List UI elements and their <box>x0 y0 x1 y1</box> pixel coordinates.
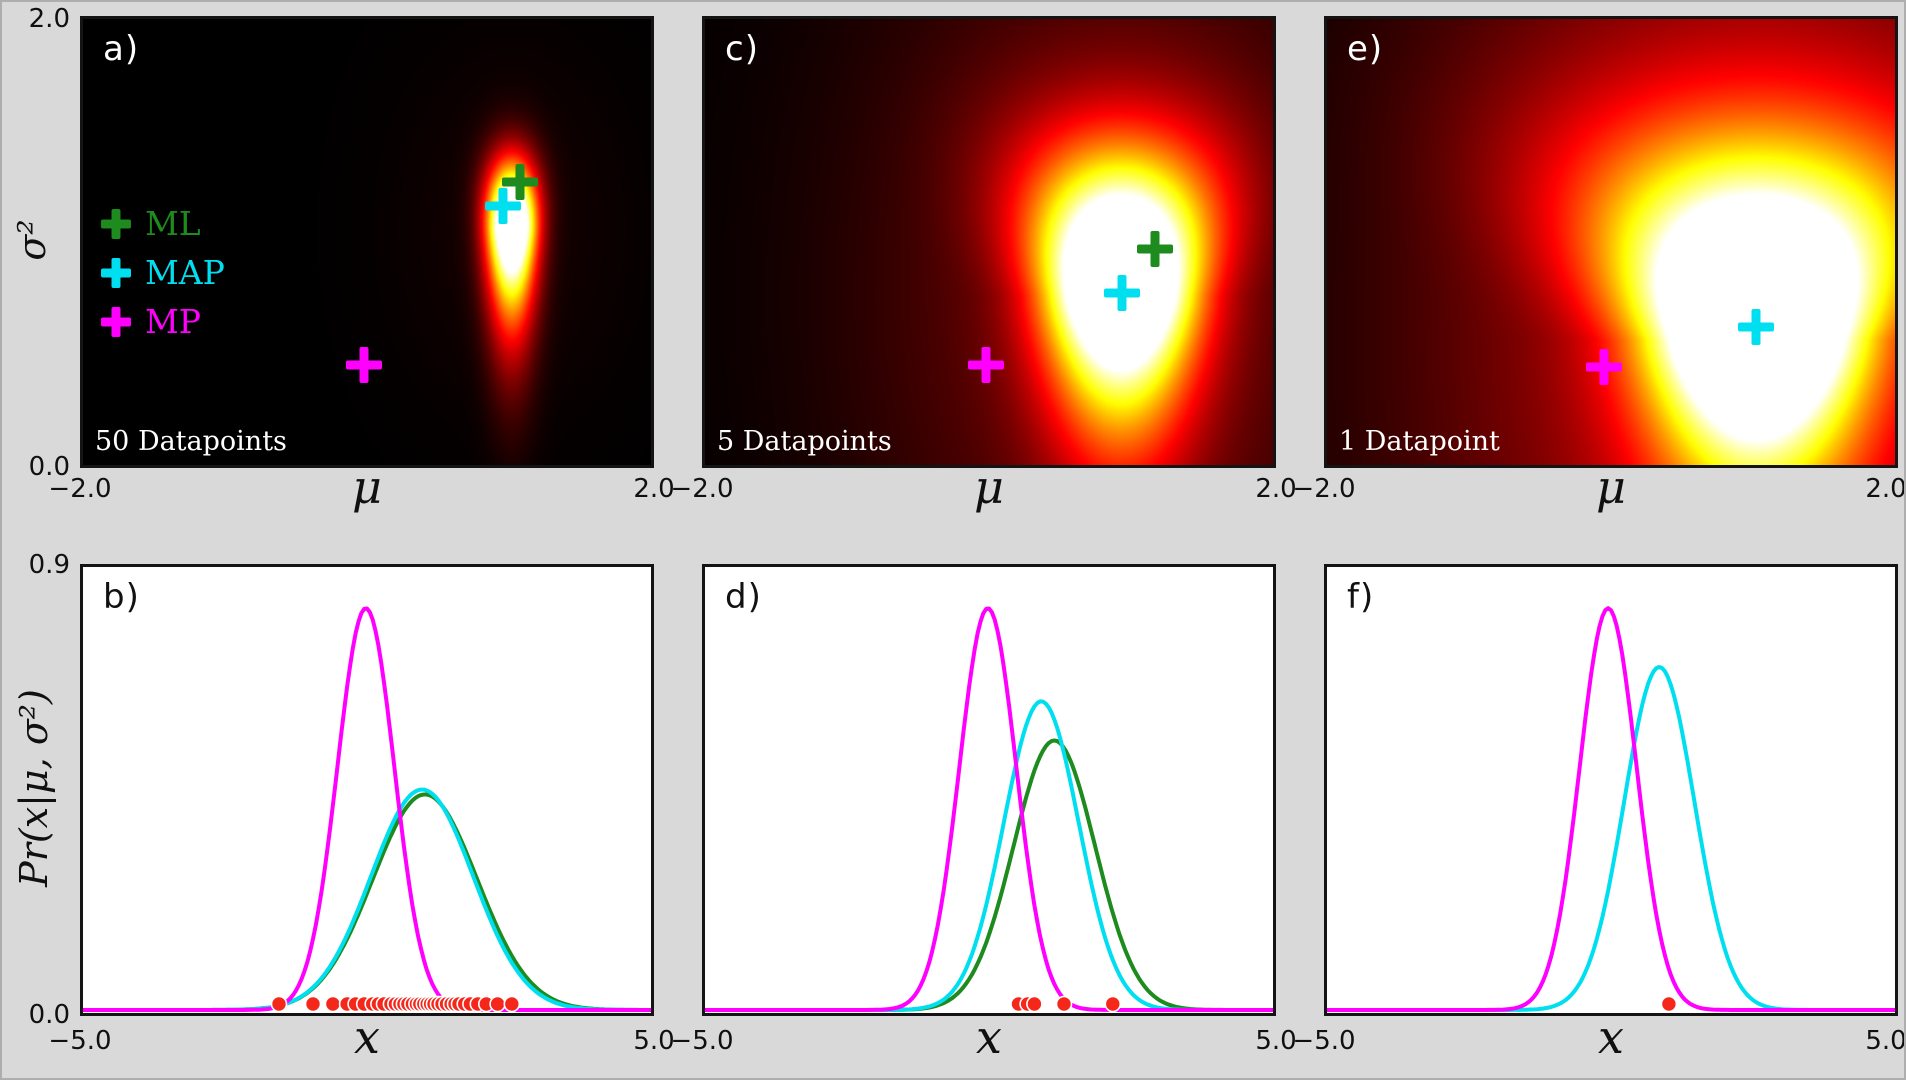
x-axis-label-mu-c: μ <box>974 460 1004 514</box>
legend-item-mp: MP <box>101 305 225 338</box>
x-tick-b-min: −5.0 <box>48 1026 112 1056</box>
posterior-heatmap-canvas-e <box>1327 19 1895 465</box>
datapoint-count-label-a: 50 Datapoints <box>95 426 287 457</box>
x-tick-a-min: −2.0 <box>48 474 112 504</box>
datapoint <box>1055 995 1073 1013</box>
pdf-plot-svg-b <box>83 606 651 1013</box>
datapoint <box>503 995 521 1013</box>
x-axis-label-x-d: x <box>976 1010 1002 1064</box>
panel-letter-f: f) <box>1347 577 1375 617</box>
x-tick-e-min: −2.0 <box>1292 474 1356 504</box>
mp-curve <box>83 606 651 1012</box>
map-cross-icon <box>101 258 131 288</box>
datapoint <box>270 995 288 1013</box>
x-tick-b-max: 5.0 <box>633 1026 675 1056</box>
x-tick-c-min: −2.0 <box>670 474 734 504</box>
x-axis-label-x-f: x <box>1598 1010 1624 1064</box>
datapoint-count-label-c: 5 Datapoints <box>717 426 892 457</box>
panel-a-posterior-heatmap: a) ML MAP MP 50 Datapoints <box>80 16 654 468</box>
map-curve <box>705 699 1273 1012</box>
legend-item-ml: ML <box>101 207 225 240</box>
x-axis-label-mu-e: μ <box>1596 460 1626 514</box>
panel-letter-a: a) <box>103 29 140 69</box>
map-cross-marker <box>1738 309 1774 345</box>
posterior-heatmap-canvas-a <box>83 19 651 465</box>
panel-letter-b: b) <box>103 577 140 617</box>
posterior-heatmap-canvas-c <box>705 19 1273 465</box>
datapoint <box>1104 995 1122 1013</box>
datapoint <box>304 995 322 1013</box>
mp-curve <box>1327 606 1895 1012</box>
legend-label-ml: ML <box>145 204 201 243</box>
panel-letter-e: e) <box>1347 29 1384 69</box>
mp-curve <box>705 606 1273 1012</box>
x-axis-label-mu-a: μ <box>352 460 382 514</box>
datapoint <box>1660 995 1678 1013</box>
x-tick-e-max: 2.0 <box>1865 474 1906 504</box>
ml-curve <box>83 792 651 1012</box>
ml-cross-marker <box>1137 231 1173 267</box>
x-axis-label-x-b: x <box>354 1010 380 1064</box>
pdf-plot-svg-d <box>705 606 1273 1013</box>
legend-label-map: MAP <box>145 253 225 292</box>
y-tick-top-min: 0.0 <box>28 452 70 482</box>
ml-cross-icon <box>101 209 131 239</box>
panel-d-pdf-plot: d) <box>702 564 1276 1016</box>
x-tick-d-max: 5.0 <box>1255 1026 1297 1056</box>
datapoint-count-label-e: 1 Datapoint <box>1339 426 1500 457</box>
mp-cross-icon <box>101 307 131 337</box>
x-tick-a-max: 2.0 <box>633 474 675 504</box>
legend-item-map: MAP <box>101 256 225 289</box>
x-tick-c-max: 2.0 <box>1255 474 1297 504</box>
legend: ML MAP MP <box>101 207 225 338</box>
panel-f-pdf-plot: f) <box>1324 564 1898 1016</box>
y-tick-top-max: 2.0 <box>28 4 70 34</box>
x-tick-d-min: −5.0 <box>670 1026 734 1056</box>
y-tick-bottom-max: 0.9 <box>28 550 70 580</box>
mp-cross-marker <box>1586 349 1622 385</box>
panel-b-pdf-plot: b) <box>80 564 654 1016</box>
datapoint <box>489 995 506 1013</box>
map-curve <box>83 787 651 1012</box>
panel-letter-c: c) <box>725 29 759 69</box>
y-axis-label-sigma2: σ² <box>10 219 54 261</box>
map-cross-marker <box>485 188 521 224</box>
map-cross-marker <box>1104 275 1140 311</box>
pdf-plot-svg-f <box>1327 606 1895 1013</box>
y-tick-bottom-min: 0.0 <box>28 1000 70 1030</box>
panel-e-posterior-heatmap: e) 1 Datapoint <box>1324 16 1898 468</box>
x-tick-f-max: 5.0 <box>1865 1026 1906 1056</box>
panel-letter-d: d) <box>725 577 762 617</box>
mp-cross-marker <box>346 347 382 383</box>
datapoint <box>1026 995 1043 1013</box>
ml-curve <box>705 738 1273 1012</box>
legend-label-mp: MP <box>145 302 201 341</box>
panel-c-posterior-heatmap: c) 5 Datapoints <box>702 16 1276 468</box>
y-axis-label-pr: Pr(x|μ, σ²) <box>12 689 56 887</box>
map-curve <box>1327 665 1895 1012</box>
x-tick-f-min: −5.0 <box>1292 1026 1356 1056</box>
mp-cross-marker <box>968 347 1004 383</box>
